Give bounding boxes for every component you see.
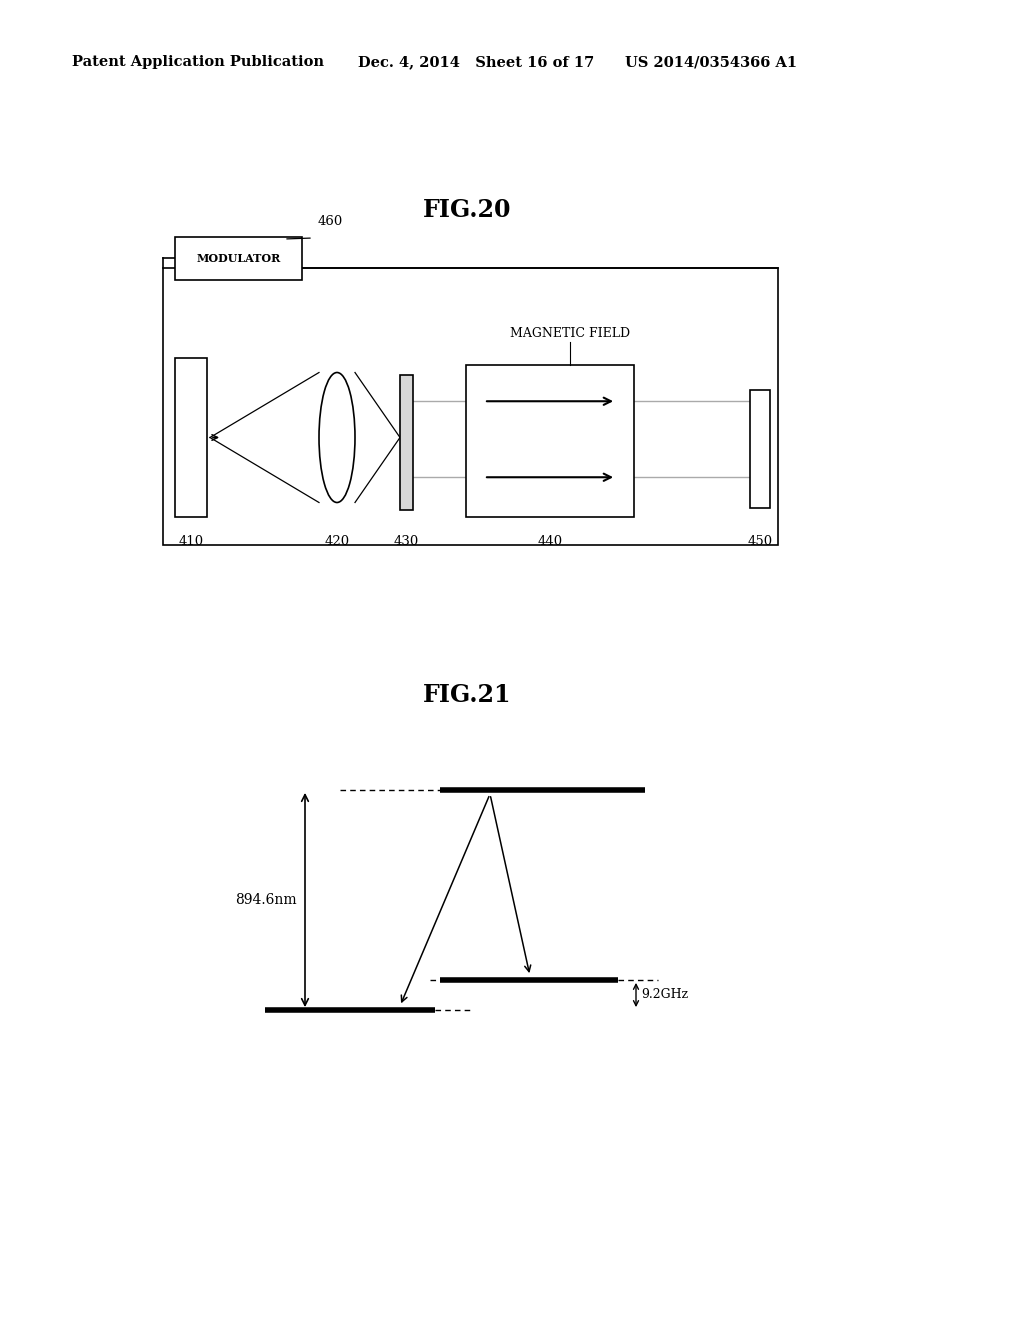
Bar [400, 375, 413, 510]
Bar [466, 366, 634, 517]
Text: 410: 410 [178, 535, 204, 548]
Text: 450: 450 [748, 535, 772, 548]
Text: 9.2GHz: 9.2GHz [641, 989, 688, 1002]
Text: US 2014/0354366 A1: US 2014/0354366 A1 [625, 55, 797, 69]
Text: 420: 420 [325, 535, 349, 548]
Bar [750, 389, 770, 508]
Text: 430: 430 [394, 535, 419, 548]
Text: Dec. 4, 2014   Sheet 16 of 17: Dec. 4, 2014 Sheet 16 of 17 [358, 55, 594, 69]
Text: FIG.20: FIG.20 [423, 198, 511, 222]
Text: 894.6nm: 894.6nm [236, 894, 297, 907]
Text: MAGNETIC FIELD: MAGNETIC FIELD [510, 327, 630, 341]
Text: 440: 440 [538, 535, 562, 548]
Ellipse shape [319, 372, 355, 503]
Bar [175, 358, 207, 517]
Text: Patent Application Publication: Patent Application Publication [72, 55, 324, 69]
Text: FIG.21: FIG.21 [423, 682, 511, 708]
Bar [175, 238, 302, 280]
Text: MODULATOR: MODULATOR [197, 253, 281, 264]
Text: 460: 460 [318, 215, 343, 228]
Bar [163, 268, 778, 545]
